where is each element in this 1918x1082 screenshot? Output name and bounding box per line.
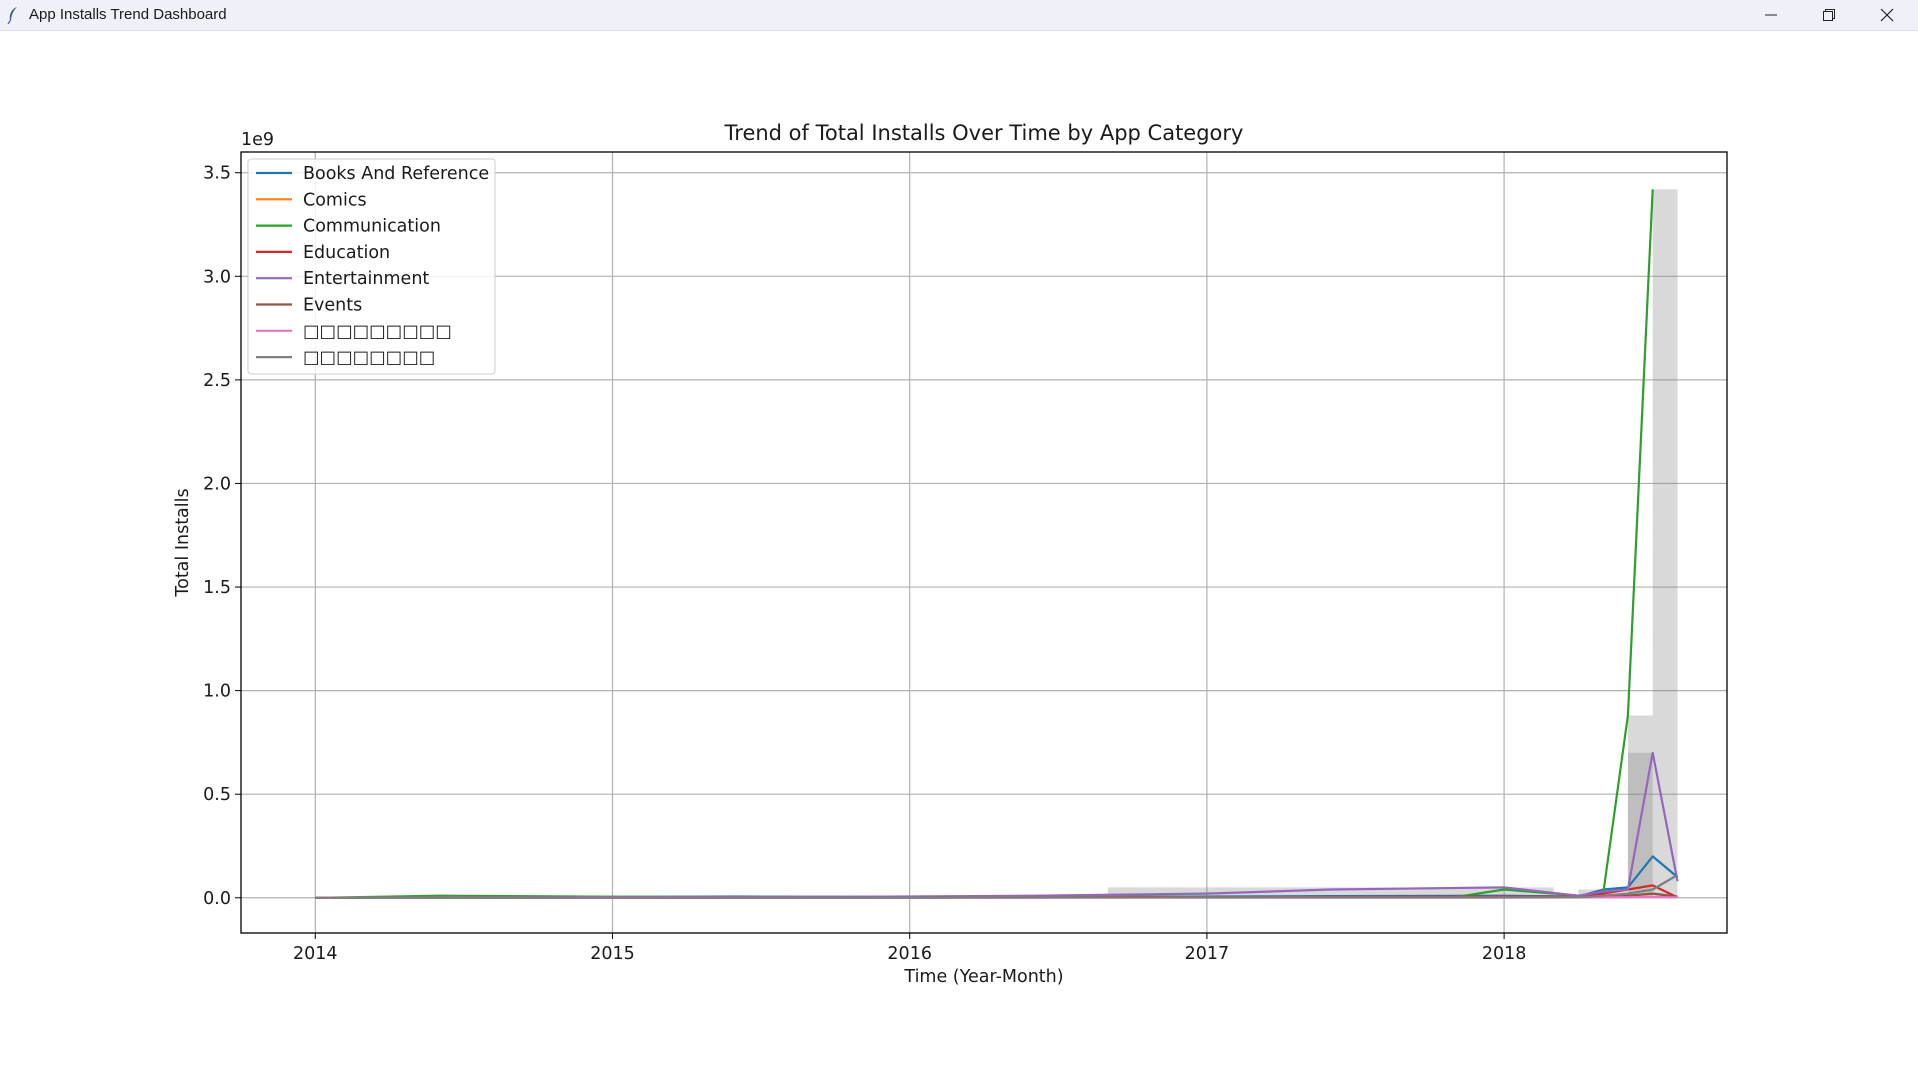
legend: Books And Reference Comics Communication Ed… <box>247 158 496 375</box>
series-line <box>315 874 1679 899</box>
restore-icon <box>1823 9 1835 21</box>
feather-icon <box>7 7 17 24</box>
y-tick-label: 2.5 <box>203 371 231 391</box>
close-icon <box>1880 8 1894 22</box>
y-tick-label: 2.0 <box>203 474 231 494</box>
y-tick-label: 1.5 <box>203 578 231 598</box>
legend-label: Comics <box>303 190 367 210</box>
series-line <box>315 189 1654 899</box>
legend-label: □□□□□□□□ <box>303 348 435 368</box>
shaded-bars <box>1107 189 1678 898</box>
shaded-bar <box>1107 887 1554 898</box>
x-tick-label: 2018 <box>1482 944 1527 964</box>
legend-box <box>247 158 496 375</box>
y-tick-label: 3.0 <box>203 267 231 287</box>
x-axis-label: Time (Year-Month) <box>903 967 1063 987</box>
x-tick-label: 2014 <box>293 944 338 964</box>
x-tick-label: 2016 <box>887 944 932 964</box>
close-button[interactable] <box>1858 0 1916 30</box>
minimize-icon <box>1765 14 1777 16</box>
minimize-button[interactable] <box>1742 0 1800 30</box>
y-axis-label: Total Installs <box>173 488 193 597</box>
y-tick-label: 0.5 <box>203 785 231 805</box>
grid-lines <box>241 152 1727 933</box>
y-tick-label: 3.5 <box>203 164 231 184</box>
line-chart: 2014 2015 2016 2017 2018 0.0 0.5 1.0 1.5 2.0 2.5 3.… <box>173 121 1728 987</box>
legend-label: Communication <box>303 217 441 237</box>
title-bar: App Installs Trend Dashboard <box>0 0 1918 31</box>
series-lines <box>315 189 1679 899</box>
axes-frame <box>240 151 1728 934</box>
restore-button[interactable] <box>1800 0 1858 30</box>
legend-label: Education <box>303 243 390 263</box>
legend-label: Entertainment <box>303 269 429 289</box>
axis-ticks: 2014 2015 2016 2017 2018 0.0 0.5 1.0 1.5 2.0 2.5 3.… <box>203 164 1526 964</box>
x-tick-label: 2017 <box>1185 944 1230 964</box>
series-line <box>315 751 1679 899</box>
y-tick-label: 1.0 <box>203 682 231 702</box>
chart-title: Trend of Total Installs Over Time by App… <box>724 121 1244 145</box>
legend-label: □□□□□□□□□ <box>303 322 452 342</box>
chart-area: 2014 2015 2016 2017 2018 0.0 0.5 1.0 1.5 2.0 2.5 3.… <box>0 31 1918 1078</box>
y-tick-label: 0.0 <box>203 889 231 909</box>
window-title: App Installs Trend Dashboard <box>29 6 227 23</box>
legend-label: Books And Reference <box>303 164 489 184</box>
legend-label: Events <box>303 296 362 316</box>
shaded-bar <box>1652 189 1678 898</box>
y-offset-text: 1e9 <box>241 130 274 150</box>
x-tick-label: 2015 <box>590 944 635 964</box>
